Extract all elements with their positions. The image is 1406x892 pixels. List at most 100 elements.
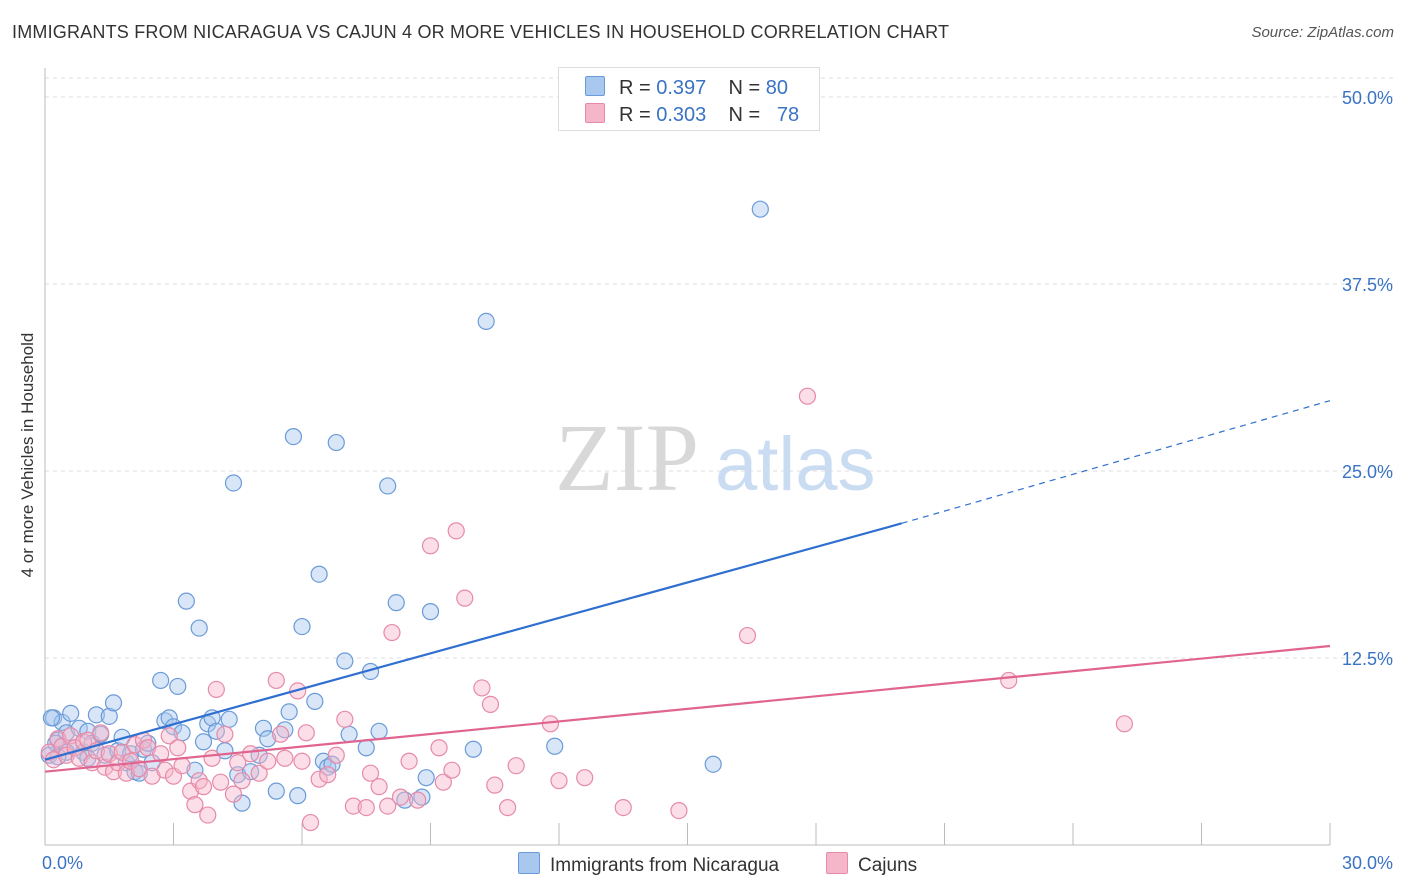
trend-lines: [44, 400, 1331, 773]
correlation-legend: R = 0.397 N = 80 R = 0.303 N = 78: [558, 67, 820, 131]
point-cajuns-74: [486, 776, 504, 794]
source-label: Source: ZipAtlas.com: [1251, 24, 1394, 41]
point-nicaragua-57: [327, 433, 345, 452]
point-cajuns-61: [379, 797, 397, 815]
point-cajuns-25: [152, 745, 170, 763]
point-nicaragua-48: [280, 703, 298, 721]
point-nicaragua-71: [546, 737, 564, 755]
point-nicaragua-39: [224, 474, 243, 492]
trend-line-nicaragua-extrapolated: [901, 400, 1331, 524]
legend-swatch-pink: [585, 103, 605, 123]
point-cajuns-56: [336, 710, 354, 728]
point-cajuns-71: [456, 589, 474, 607]
point-cajuns-76: [507, 757, 525, 775]
point-cajuns-70: [447, 522, 465, 540]
point-nicaragua-42: [242, 763, 260, 781]
legend-row-nicaragua: R = 0.397 N = 80: [585, 76, 788, 100]
watermark-atlas: atlas: [715, 422, 876, 507]
point-nicaragua-75: [42, 709, 61, 727]
bottom-legend-cajuns: Cajuns: [826, 852, 917, 877]
point-nicaragua-73: [751, 200, 769, 218]
point-cajuns-43: [242, 745, 260, 763]
point-cajuns-46: [267, 671, 285, 690]
point-cajuns-extra-1: [576, 769, 594, 787]
point-cajuns-extra-2: [614, 798, 632, 817]
point-cajuns-41: [229, 754, 247, 772]
point-cajuns-54: [319, 766, 337, 784]
point-cajuns-68: [434, 773, 452, 791]
point-cajuns-67: [430, 739, 448, 757]
point-cajuns-73: [481, 695, 500, 713]
point-nicaragua-31: [186, 761, 204, 779]
point-cajuns-48: [276, 749, 294, 767]
point-cajuns-27: [160, 727, 178, 745]
point-cajuns-63: [391, 788, 410, 806]
point-cajuns-59: [361, 764, 380, 782]
y-axis-label: 4 or more Vehicles in Household: [18, 332, 37, 578]
point-nicaragua-33: [194, 733, 213, 751]
chart-title: IMMIGRANTS FROM NICARAGUA VS CAJUN 4 OR …: [12, 22, 950, 42]
legend-r-value: 0.303: [656, 104, 707, 126]
point-cajuns-47: [271, 725, 290, 743]
point-nicaragua-50: [289, 787, 307, 805]
point-cajuns-extra-3: [670, 801, 688, 820]
point-nicaragua-53: [310, 565, 328, 583]
y-tick-label-3: 50.0%: [1342, 88, 1393, 108]
point-nicaragua-30: [177, 592, 195, 610]
point-nicaragua-70: [477, 312, 495, 330]
bottom-legend-swatch-blue: [518, 852, 540, 874]
trend-line-nicaragua: [44, 522, 902, 761]
legend-n-value: 78: [776, 104, 800, 126]
point-nicaragua-58: [336, 652, 354, 670]
bottom-legend-swatch-pink: [826, 852, 848, 874]
point-cajuns-44: [250, 764, 268, 782]
point-nicaragua-32: [190, 619, 208, 637]
legend-r-label: R =: [619, 104, 651, 126]
point-cajuns-extra-0: [550, 772, 568, 790]
watermark: ZIP atlas: [555, 404, 876, 511]
watermark-zip: ZIP: [555, 404, 699, 511]
point-cajuns-14: [100, 745, 118, 763]
point-cajuns-37: [207, 680, 225, 699]
point-nicaragua-72: [704, 755, 722, 773]
point-cajuns-32: [186, 796, 204, 814]
series-cajuns-points: [40, 387, 1134, 832]
bottom-legend-label: Immigrants from Nicaragua: [550, 855, 780, 876]
legend-n-label: N =: [728, 77, 761, 99]
point-nicaragua-69: [464, 740, 482, 758]
point-cajuns-50: [293, 752, 311, 770]
trend-line-cajuns: [44, 644, 1331, 773]
point-cajuns-52: [301, 813, 320, 832]
point-cajuns-extra-5: [798, 387, 817, 405]
y-tick-label-2: 37.5%: [1342, 275, 1393, 295]
point-cajuns-35: [199, 806, 217, 824]
point-cajuns-extra-6: [1000, 671, 1018, 690]
legend-r-value: 0.397: [656, 77, 707, 99]
point-nicaragua-44: [254, 719, 273, 737]
point-nicaragua-67: [417, 769, 435, 787]
tick-labels: 12.5% 25.0% 37.5% 50.0% 0.0% 30.0%: [42, 88, 1393, 873]
legend-row-cajuns: R = 0.303 N = 78: [585, 103, 799, 127]
point-nicaragua-2: [53, 713, 71, 731]
point-nicaragua-13: [100, 707, 118, 725]
point-cajuns-29: [169, 739, 187, 757]
y-tick-label-0: 12.5%: [1342, 649, 1393, 669]
point-cajuns-60: [370, 778, 388, 796]
point-cajuns-58: [357, 798, 375, 817]
point-cajuns-57: [344, 797, 362, 815]
point-nicaragua-60: [357, 739, 375, 757]
point-nicaragua-41: [233, 794, 251, 812]
y-tick-label-1: 25.0%: [1342, 462, 1393, 482]
point-cajuns-64: [400, 752, 418, 770]
point-cajuns-75: [499, 798, 517, 817]
point-cajuns-38: [212, 773, 230, 791]
point-cajuns-53: [310, 770, 328, 788]
point-cajuns-17: [113, 743, 131, 761]
point-cajuns-12: [92, 724, 110, 742]
point-nicaragua-14: [104, 694, 123, 712]
point-cajuns-65: [409, 791, 427, 809]
point-nicaragua-28: [169, 677, 187, 696]
legend-n-label: N =: [728, 104, 761, 126]
point-cajuns-extra-7: [1115, 715, 1134, 733]
